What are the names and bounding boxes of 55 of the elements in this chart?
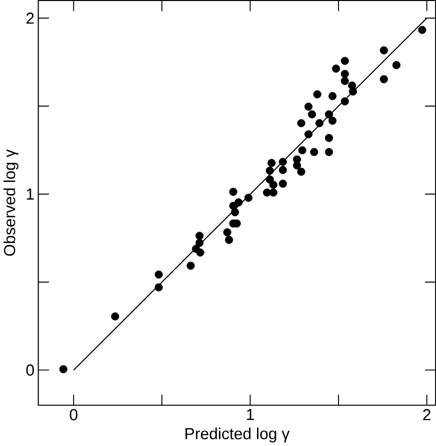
x-tick-label: 1 (246, 409, 254, 420)
point (230, 208, 239, 216)
point (229, 188, 238, 196)
point (328, 92, 336, 100)
point (297, 168, 306, 176)
point (195, 238, 204, 247)
x-tick-label: 0 (70, 409, 78, 420)
point (269, 180, 278, 189)
x-tick-label: 2 (423, 409, 430, 420)
point (298, 146, 306, 154)
point (278, 180, 287, 188)
y-tick-label: 2 (26, 12, 34, 24)
point (340, 97, 349, 106)
point (267, 158, 276, 167)
point (315, 119, 324, 128)
point (324, 110, 333, 118)
point (332, 64, 340, 73)
point (324, 134, 333, 142)
point (292, 161, 301, 170)
point (229, 202, 238, 210)
point (313, 90, 322, 98)
point (154, 270, 163, 279)
point (324, 148, 333, 156)
point (59, 365, 68, 374)
point (304, 102, 312, 111)
point (310, 148, 318, 156)
point (266, 166, 274, 175)
point (154, 283, 163, 292)
point (224, 236, 233, 244)
y-tick-label: 1 (26, 188, 34, 200)
point (195, 232, 204, 240)
point (304, 130, 312, 138)
point (418, 26, 426, 34)
point (380, 75, 388, 84)
point (392, 61, 400, 70)
point (278, 166, 287, 174)
point (266, 175, 274, 184)
point (340, 70, 349, 78)
y-axis-title: Observed log γ (3, 149, 18, 256)
point (297, 119, 306, 128)
point (340, 76, 349, 85)
point (278, 158, 287, 166)
point (340, 56, 349, 65)
point (196, 248, 204, 257)
point (348, 87, 357, 96)
x-axis-title: Predicted log γ (185, 428, 290, 442)
point (186, 262, 195, 270)
point (111, 312, 120, 320)
point (269, 188, 278, 197)
point (244, 194, 252, 202)
point (328, 116, 336, 125)
point (380, 46, 388, 54)
y-tick-label: 0 (26, 364, 34, 376)
point (223, 228, 232, 236)
point (308, 110, 316, 118)
